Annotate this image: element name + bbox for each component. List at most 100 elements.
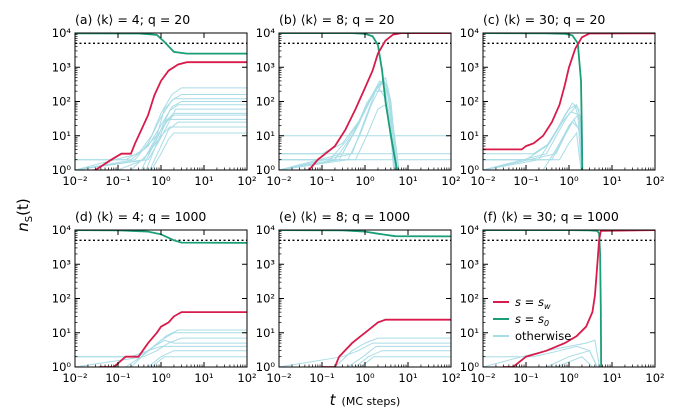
x-tick-label: 10¹ bbox=[398, 371, 417, 385]
x-tick-label: 10⁻¹ bbox=[513, 371, 538, 385]
y-tick-label: 10¹ bbox=[52, 129, 71, 143]
series-otherwise-line bbox=[483, 111, 583, 170]
panel-c: (c) ⟨k⟩ = 30; q = 20 10⁻² 10⁻¹ 10⁰ 10¹ 10² 10⁰… bbox=[460, 12, 665, 188]
series-otherwise-line bbox=[279, 90, 395, 170]
y-tick-label: 10⁴ bbox=[256, 26, 276, 40]
plot-area bbox=[279, 33, 451, 170]
y-tick-label: 10³ bbox=[256, 60, 276, 74]
y-tick-label: 10⁴ bbox=[52, 26, 72, 40]
x-tick-label: 10² bbox=[645, 174, 664, 188]
series-otherwise-line bbox=[279, 350, 451, 367]
series-otherwise-line bbox=[75, 126, 247, 170]
x-tick-label: 10¹ bbox=[194, 371, 213, 385]
x-tick-label: 10⁻² bbox=[470, 371, 495, 385]
series-otherwise-line bbox=[279, 79, 396, 170]
x-tick-label: 10⁻¹ bbox=[513, 174, 538, 188]
series-otherwise-line bbox=[75, 350, 247, 367]
y-tick-label: 10⁰ bbox=[52, 360, 72, 374]
panel-title: (f) ⟨k⟩ = 30; q = 1000 bbox=[483, 209, 619, 224]
x-tick-label: 10⁰ bbox=[559, 371, 579, 385]
plot-area bbox=[75, 33, 247, 170]
x-tick-label: 10⁻¹ bbox=[309, 371, 334, 385]
series-otherwise-line bbox=[483, 356, 594, 367]
series-sw-line bbox=[483, 33, 655, 151]
y-tick-label: 10¹ bbox=[460, 129, 479, 143]
x-tick-label: 10⁰ bbox=[355, 174, 375, 188]
series-sw-line bbox=[320, 318, 451, 367]
series-otherwise-line bbox=[75, 118, 247, 161]
y-axis-label: nS(t) bbox=[14, 198, 35, 231]
series-otherwise-line bbox=[483, 345, 598, 367]
y-tick-label: 10² bbox=[460, 292, 479, 306]
series-otherwise-line bbox=[483, 121, 583, 170]
x-tick-label: 10¹ bbox=[194, 174, 213, 188]
series-s0-line bbox=[279, 33, 398, 170]
panel-e: (e) ⟨k⟩ = 8; q = 1000 10⁻² 10⁻¹ 10⁰ 10¹ 10² 10… bbox=[256, 209, 461, 385]
panel-f: (f) ⟨k⟩ = 30; q = 1000 10⁻² 10⁻¹ 10⁰ 10¹ 10² 1… bbox=[460, 209, 665, 385]
panel-d: (d) ⟨k⟩ = 4; q = 1000 10⁻² 10⁻¹ 10⁰ 10¹ 10² 10… bbox=[52, 209, 257, 385]
x-tick-label: 10² bbox=[645, 371, 664, 385]
x-tick-label: 10² bbox=[237, 174, 256, 188]
plot-area bbox=[483, 33, 655, 170]
x-tick-label: 10⁻² bbox=[62, 371, 87, 385]
series-otherwise-line bbox=[483, 350, 598, 367]
y-tick-label: 10² bbox=[52, 292, 71, 306]
x-tick-label: 10⁻² bbox=[62, 174, 87, 188]
panel-b: (b) ⟨k⟩ = 8; q = 20 10⁻² 10⁻¹ 10⁰ 10¹ 10² 10⁰ 1… bbox=[256, 12, 461, 188]
y-tick-label: 10⁰ bbox=[460, 360, 480, 374]
x-tick-label: 10⁻² bbox=[266, 174, 291, 188]
y-tick-label: 10³ bbox=[460, 257, 480, 271]
panel-title: (a) ⟨k⟩ = 4; q = 20 bbox=[75, 12, 190, 27]
y-tick-label: 10³ bbox=[460, 60, 480, 74]
x-tick-label: 10⁰ bbox=[151, 174, 171, 188]
x-tick-label: 10⁻² bbox=[470, 174, 495, 188]
series-otherwise-line bbox=[279, 356, 451, 367]
y-tick-label: 10⁰ bbox=[256, 163, 276, 177]
series-otherwise-line bbox=[75, 94, 247, 170]
x-tick-label: 10² bbox=[237, 371, 256, 385]
panel-title: (d) ⟨k⟩ = 4; q = 1000 bbox=[75, 209, 206, 224]
x-tick-label: 10⁰ bbox=[151, 371, 171, 385]
legend-label: s = sw bbox=[515, 295, 551, 311]
series-otherwise-line bbox=[279, 345, 451, 367]
series-otherwise-line bbox=[279, 78, 400, 170]
series-otherwise-line bbox=[279, 85, 395, 170]
x-tick-label: 10⁰ bbox=[559, 174, 579, 188]
x-tick-label: 10⁻² bbox=[266, 371, 291, 385]
y-tick-label: 10⁴ bbox=[52, 223, 72, 237]
x-tick-label: 10² bbox=[441, 174, 460, 188]
y-tick-label: 10¹ bbox=[256, 326, 275, 340]
y-tick-label: 10² bbox=[460, 95, 479, 109]
series-otherwise-line bbox=[75, 345, 247, 358]
panel-a: (a) ⟨k⟩ = 4; q = 20 10⁻² 10⁻¹ 10⁰ 10¹ 10² 10⁰ 1… bbox=[52, 12, 257, 188]
panel-title: (c) ⟨k⟩ = 30; q = 20 bbox=[483, 12, 605, 27]
panel-title: (b) ⟨k⟩ = 8; q = 20 bbox=[279, 12, 395, 27]
y-tick-label: 10⁴ bbox=[460, 223, 480, 237]
series-otherwise-line bbox=[75, 332, 247, 367]
series-s0-line bbox=[483, 33, 584, 170]
series-otherwise-line bbox=[75, 132, 247, 170]
y-tick-label: 10² bbox=[52, 95, 71, 109]
y-tick-label: 10² bbox=[256, 95, 275, 109]
series-otherwise-line bbox=[279, 76, 399, 170]
series-sw-line bbox=[300, 33, 451, 170]
y-tick-label: 10⁰ bbox=[460, 163, 480, 177]
series-otherwise-line bbox=[279, 80, 397, 170]
y-tick-label: 10⁰ bbox=[52, 163, 72, 177]
series-otherwise-line bbox=[279, 337, 451, 367]
series-otherwise-line bbox=[279, 81, 398, 170]
y-tick-label: 10¹ bbox=[460, 326, 479, 340]
y-tick-label: 10³ bbox=[256, 257, 276, 271]
x-tick-label: 10⁻¹ bbox=[105, 174, 130, 188]
y-tick-label: 10² bbox=[256, 292, 275, 306]
plot-area bbox=[75, 230, 247, 367]
series-otherwise-line bbox=[75, 356, 247, 367]
y-tick-label: 10³ bbox=[52, 60, 72, 74]
x-tick-label: 10¹ bbox=[602, 371, 621, 385]
x-axis-label: t (MC steps) bbox=[330, 391, 401, 409]
x-tick-label: 10¹ bbox=[398, 174, 417, 188]
x-tick-label: 10⁻¹ bbox=[309, 174, 334, 188]
series-otherwise-line bbox=[75, 114, 247, 170]
